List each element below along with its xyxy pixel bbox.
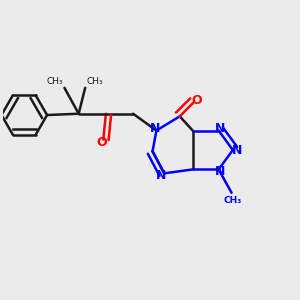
Text: N: N [150, 122, 160, 135]
Text: O: O [192, 94, 202, 107]
Text: N: N [215, 122, 225, 135]
Text: CH₃: CH₃ [87, 77, 103, 86]
Text: CH₃: CH₃ [224, 196, 242, 205]
Text: N: N [156, 169, 166, 182]
Text: O: O [97, 136, 107, 149]
Text: N: N [215, 165, 225, 178]
Text: CH₃: CH₃ [46, 77, 63, 86]
Text: N: N [232, 143, 242, 157]
